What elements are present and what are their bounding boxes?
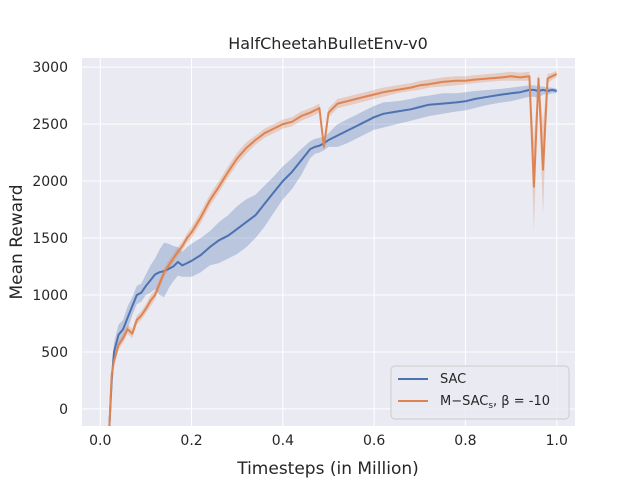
legend-box bbox=[390, 365, 570, 420]
y-tick-label: 2500 bbox=[32, 117, 68, 133]
y-axis-label: Mean Reward bbox=[7, 184, 27, 299]
y-tick-label: 3000 bbox=[32, 60, 68, 76]
line-sac bbox=[108, 88, 557, 426]
legend: SAC M−SACs, β = -10 bbox=[390, 365, 570, 420]
legend-msac-suffix: , β = -10 bbox=[493, 394, 550, 409]
x-tick-label: 0.0 bbox=[89, 433, 111, 449]
y-tick-labels: 0 500 1000 1500 2000 2500 3000 bbox=[32, 60, 68, 418]
y-tick-label: 500 bbox=[41, 345, 68, 361]
legend-msac-main: M−SAC bbox=[440, 394, 488, 409]
line-msac bbox=[108, 73, 558, 426]
x-tick-label: 1.0 bbox=[546, 433, 568, 449]
x-tick-label: 0.6 bbox=[363, 433, 385, 449]
x-axis-label: Timesteps (in Million) bbox=[236, 459, 419, 479]
grid-lines bbox=[82, 58, 575, 426]
chart-title: HalfCheetahBulletEnv-v0 bbox=[228, 34, 428, 53]
y-tick-label: 1000 bbox=[32, 288, 68, 304]
legend-msac-subscript: s bbox=[488, 401, 493, 411]
legend-label-msac: M−SACs, β = -10 bbox=[440, 394, 550, 411]
y-tick-label: 2000 bbox=[32, 174, 68, 190]
x-tick-labels: 0.0 0.2 0.4 0.6 0.8 1.0 bbox=[89, 433, 568, 449]
x-tick-label: 0.8 bbox=[454, 433, 476, 449]
y-tick-label: 1500 bbox=[32, 231, 68, 247]
legend-label-sac: SAC bbox=[440, 372, 466, 387]
series-lines bbox=[108, 73, 558, 426]
x-tick-label: 0.2 bbox=[180, 433, 202, 449]
y-tick-label: 0 bbox=[59, 402, 68, 418]
x-tick-label: 0.4 bbox=[272, 433, 294, 449]
